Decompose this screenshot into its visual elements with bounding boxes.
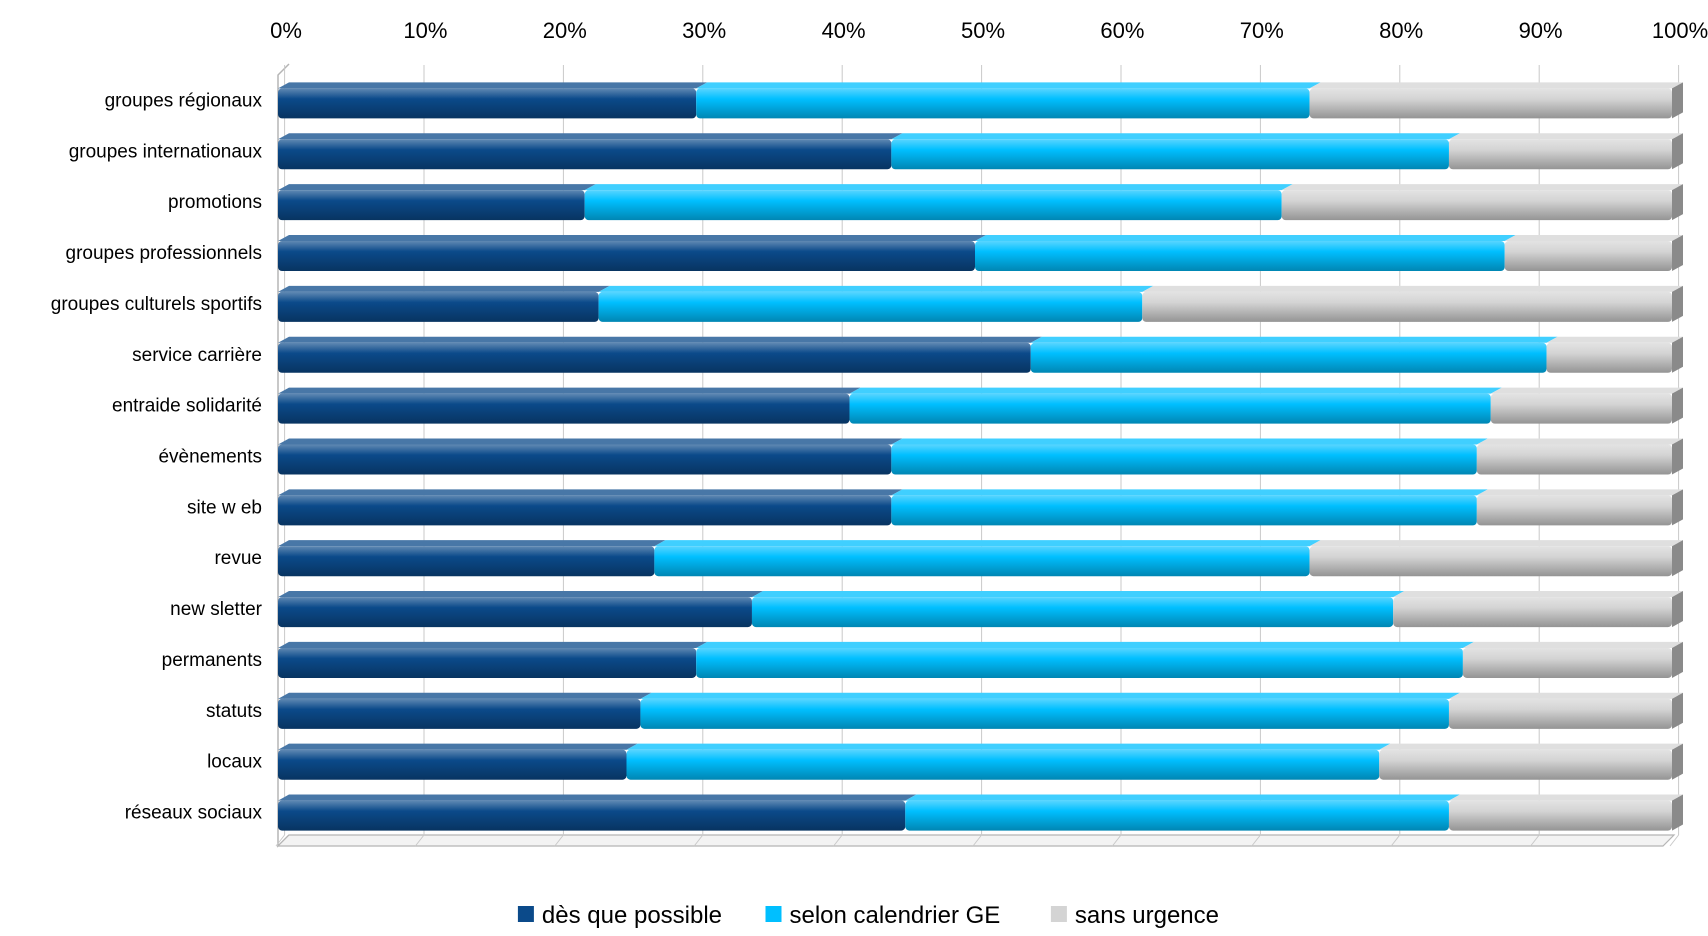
category-label: groupes internationaux (69, 141, 263, 162)
gridline-floor (972, 834, 982, 847)
bar-segment (1546, 336, 1683, 373)
bar-segment (278, 591, 763, 628)
x-axis-ticks: 0% 10% 20% 30% 40% 50% 60% 70% 80% 90% 100% (270, 18, 1708, 43)
gridline-floor (275, 834, 285, 847)
bar-segment (891, 133, 1460, 170)
category-label: réseaux sociaux (125, 803, 263, 824)
bar-segment (1393, 591, 1683, 628)
bar-segment (278, 743, 638, 780)
bar-segment (1448, 133, 1683, 170)
category-label: revue (214, 548, 262, 569)
category-label: permanents (162, 650, 262, 671)
bar-segment (1309, 82, 1683, 119)
category-label: site w eb (187, 497, 262, 518)
gridline-floor (693, 834, 704, 847)
bar-segment (891, 489, 1488, 526)
bar-segment (1476, 438, 1683, 475)
bar-segment (1448, 692, 1683, 729)
floor (276, 834, 1676, 847)
bar-segment (278, 387, 861, 424)
bar-segment (1309, 540, 1683, 577)
bar-segment (975, 234, 1516, 272)
gridline-floor (1390, 834, 1401, 847)
bar-segment (905, 794, 1460, 831)
bar-segment (1490, 387, 1683, 424)
gridline-floor (1112, 834, 1122, 847)
bar-segment (278, 133, 903, 170)
x-tick-label: 100% (1652, 18, 1708, 43)
category-label: groupes professionnels (66, 243, 262, 264)
gridline-floor (554, 834, 564, 847)
legend-label: sans urgence (1075, 902, 1219, 929)
bar-segment (1448, 794, 1683, 831)
x-tick-label: 30% (682, 18, 726, 43)
bar-segment (1379, 743, 1683, 780)
gridline-floor (415, 834, 425, 847)
bar-segment (849, 387, 1502, 424)
bar-segment (1142, 285, 1683, 322)
bar-segment (1462, 641, 1683, 678)
x-tick-label: 60% (1100, 18, 1144, 43)
x-tick-label: 50% (961, 18, 1005, 43)
bar-segment (278, 184, 596, 221)
legend: dès que possible selon calendrier GE sans … (517, 902, 1219, 929)
bar-segment (1504, 234, 1683, 272)
category-label: new sletter (170, 599, 263, 620)
category-label: promotions (168, 192, 262, 213)
bar-segment (584, 184, 1293, 221)
bar-segment (278, 285, 610, 322)
category-label: service carrière (132, 345, 262, 366)
bar-segment (1476, 489, 1683, 526)
category-label: locaux (207, 752, 262, 773)
y-axis-categories: groupes régionaux groupes internationaux p… (51, 90, 263, 823)
x-tick-label: 0% (270, 18, 302, 43)
bar-segment (278, 794, 917, 831)
legend-item: dès que possible (517, 902, 722, 929)
legend-item: selon calendrier GE (765, 902, 1001, 929)
bar-segment (640, 692, 1460, 729)
category-label: évènements (158, 447, 262, 468)
legend-swatch (765, 906, 782, 922)
gridline-floor (1251, 834, 1261, 847)
bar-segment (1281, 184, 1683, 221)
bar-segment (626, 743, 1391, 780)
bar-segment (278, 234, 986, 272)
bar-segment (1030, 336, 1558, 373)
bar-segment (278, 540, 666, 577)
bar-segment (278, 336, 1042, 373)
x-tick-label: 20% (543, 18, 587, 43)
x-tick-label: 40% (822, 18, 866, 43)
category-label: groupes culturels sportifs (51, 294, 262, 315)
x-tick-label: 80% (1379, 18, 1423, 43)
bar-segment (278, 641, 708, 678)
bar-segment (696, 82, 1321, 119)
bars (278, 82, 1683, 831)
bar-segment (751, 591, 1405, 628)
bar-segment (696, 641, 1474, 678)
legend-item: sans urgence (1050, 902, 1219, 929)
gridline-floor (1530, 834, 1540, 847)
legend-swatch (1050, 906, 1067, 922)
category-label: statuts (206, 701, 262, 722)
bar-segment (598, 285, 1154, 322)
legend-label: selon calendrier GE (790, 902, 1001, 929)
category-label: entraide solidarité (112, 396, 262, 417)
bar-segment (278, 438, 903, 475)
x-tick-label: 90% (1519, 18, 1563, 43)
x-tick-label: 10% (403, 18, 447, 43)
bar-segment (278, 489, 903, 526)
bar-segment (654, 540, 1321, 577)
bar-segment (891, 438, 1488, 475)
category-label: groupes régionaux (105, 90, 263, 111)
gridline-floor (1669, 834, 1679, 847)
legend-label: dès que possible (542, 902, 722, 929)
bar-segment (278, 82, 708, 119)
x-tick-label: 70% (1240, 18, 1284, 43)
gridline-floor (833, 834, 843, 847)
legend-swatch (517, 906, 534, 922)
bar-segment (278, 692, 652, 729)
